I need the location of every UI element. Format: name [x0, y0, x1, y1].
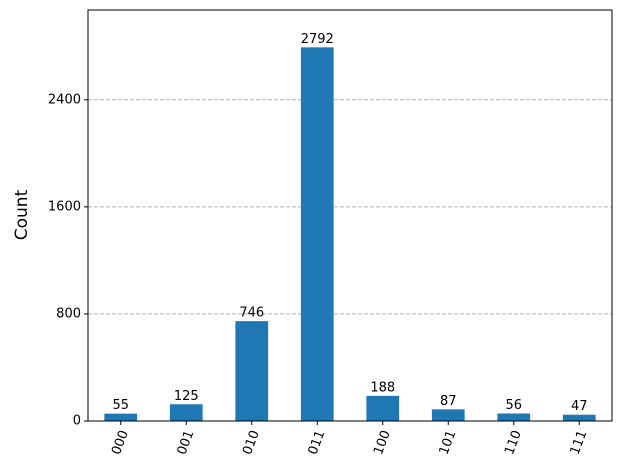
bar: [169, 404, 203, 421]
y-tick-label: 0: [73, 414, 81, 429]
y-tick-label: 800: [56, 306, 81, 321]
bar: [300, 47, 334, 422]
x-tick-label: 110: [502, 428, 525, 456]
bar: [497, 413, 531, 421]
bar: [235, 321, 269, 421]
x-tick-label: 000: [109, 428, 132, 456]
bar: [366, 395, 400, 421]
x-tick-label: 101: [437, 428, 460, 456]
value-label: 56: [505, 398, 522, 413]
y-tick-label: 2400: [48, 92, 81, 107]
value-label: 746: [239, 306, 264, 321]
y-axis-label: Count: [12, 189, 32, 240]
bar: [104, 413, 138, 421]
x-tick-label: 011: [306, 428, 329, 456]
x-tick-label: 010: [240, 428, 263, 456]
x-tick-label: 100: [371, 428, 394, 456]
value-label: 47: [571, 399, 588, 414]
value-label: 87: [440, 394, 457, 409]
bar: [562, 414, 596, 421]
value-label: 125: [174, 389, 199, 404]
x-tick-label: 001: [175, 428, 198, 456]
value-label: 188: [370, 380, 395, 395]
value-label: 55: [112, 398, 129, 413]
value-label: 2792: [301, 32, 334, 47]
y-tick-label: 1600: [48, 199, 81, 214]
bar: [431, 409, 465, 421]
plot-frame: [87, 9, 613, 422]
x-tick-label: 111: [568, 428, 591, 456]
